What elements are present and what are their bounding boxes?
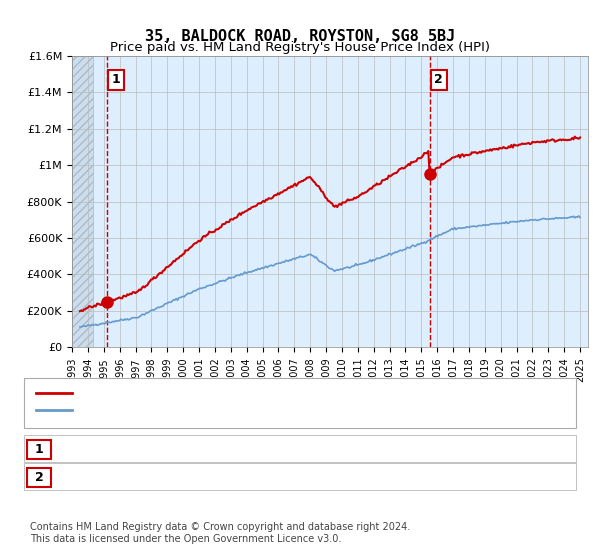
Text: 1: 1	[112, 73, 121, 86]
Text: 35, BALDOCK ROAD, ROYSTON, SG8 5BJ: 35, BALDOCK ROAD, ROYSTON, SG8 5BJ	[145, 29, 455, 44]
Text: 85% ↑ HPI: 85% ↑ HPI	[378, 470, 442, 484]
Text: 08-JUL-2015: 08-JUL-2015	[78, 470, 157, 484]
Text: £950,000: £950,000	[252, 470, 309, 484]
Text: 15-MAR-1995: 15-MAR-1995	[78, 442, 157, 456]
Text: Price paid vs. HM Land Registry's House Price Index (HPI): Price paid vs. HM Land Registry's House …	[110, 41, 490, 54]
Bar	[72, 56, 92, 347]
Text: HPI: Average price, detached house, North Hertfordshire: HPI: Average price, detached house, Nort…	[78, 405, 449, 415]
Text: 2: 2	[35, 470, 43, 484]
Text: 2: 2	[434, 73, 443, 86]
Text: Contains HM Land Registry data © Crown copyright and database right 2024.
This d: Contains HM Land Registry data © Crown c…	[30, 522, 410, 544]
Text: 1: 1	[35, 442, 43, 456]
Text: 35, BALDOCK ROAD, ROYSTON, SG8 5BJ (detached house): 35, BALDOCK ROAD, ROYSTON, SG8 5BJ (deta…	[78, 388, 422, 398]
Text: £250,000: £250,000	[252, 442, 309, 456]
Text: 113% ↑ HPI: 113% ↑ HPI	[378, 442, 449, 456]
